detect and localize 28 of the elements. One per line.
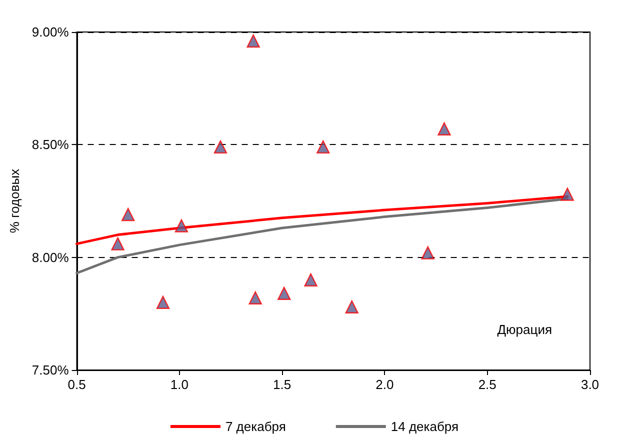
point (345, 300, 358, 314)
x-axis-title: Дюрация (497, 322, 552, 337)
point (246, 34, 260, 48)
point (278, 286, 291, 300)
y-tick-label: 8.50% (32, 137, 70, 152)
point (214, 140, 228, 154)
x-tick-label: 0.5 (68, 377, 86, 392)
legend-label: 14 декабря (390, 419, 459, 434)
point (156, 296, 170, 309)
y-tick-label: 8.00% (32, 250, 70, 265)
x-tick-label: 1.5 (273, 377, 292, 392)
point (438, 122, 451, 136)
point (111, 237, 124, 250)
x-tick-label: 3.0 (580, 377, 600, 392)
point (248, 291, 262, 304)
y-tick-label: 9.00% (32, 24, 70, 40)
point (304, 273, 318, 286)
point (421, 246, 434, 260)
point (560, 188, 574, 201)
x-tick-label: 1.0 (170, 377, 188, 392)
point (121, 208, 135, 222)
x-tick-label: 2.0 (376, 377, 394, 392)
y-axis-title: % годовых (7, 168, 22, 234)
point (316, 140, 330, 154)
point (174, 219, 188, 232)
x-tick-label: 2.5 (478, 377, 496, 392)
legend-label: 7 декабря (225, 419, 286, 434)
y-tick-label: 7.50% (32, 362, 70, 378)
